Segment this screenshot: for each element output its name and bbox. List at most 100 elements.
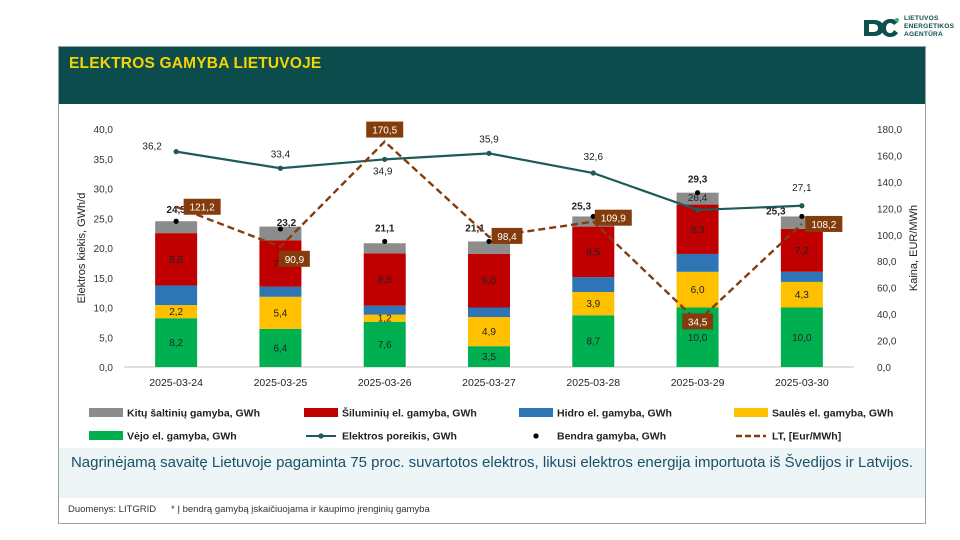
demand-value-label: 33,4 bbox=[271, 149, 291, 160]
price-label-box bbox=[183, 198, 221, 215]
bar-segment bbox=[676, 192, 719, 205]
total-value-label: 25,3 bbox=[766, 206, 786, 217]
chart-area: 0,0 5,0 10,0 15,0 20,0 25,0 30,0 35,0 40,0 0,0 20,… bbox=[59, 104, 925, 448]
price-label-box bbox=[805, 215, 843, 232]
bar-segment bbox=[676, 271, 719, 308]
legend-swatch bbox=[734, 408, 768, 417]
price-label-box bbox=[366, 121, 404, 138]
y2-tick-label: 100,0 bbox=[877, 231, 902, 242]
y2-tick-label: 20,0 bbox=[877, 337, 897, 348]
legend-swatch bbox=[304, 408, 338, 417]
price-value-label: 98,4 bbox=[497, 232, 517, 243]
total-point bbox=[173, 218, 179, 224]
demand-point bbox=[590, 170, 596, 176]
price-value-label: 34,5 bbox=[688, 317, 708, 328]
demand-point bbox=[173, 149, 179, 155]
legend-label: Bendra gamyba, GWh bbox=[557, 431, 666, 443]
legend-label: Hidro el. gamyba, GWh bbox=[557, 408, 672, 420]
bar-segment bbox=[363, 305, 406, 315]
total-value-label: 23,2 bbox=[277, 218, 297, 229]
x-tick-label: 2025-03-25 bbox=[254, 377, 308, 389]
bar-segment bbox=[155, 305, 198, 319]
bar-segment bbox=[572, 226, 615, 278]
demand-value-label: 35,9 bbox=[479, 134, 499, 145]
slide-frame bbox=[58, 46, 926, 524]
bar-segment bbox=[363, 314, 406, 322]
y-tick-label: 5,0 bbox=[99, 333, 113, 344]
bar-value-label: 10,0 bbox=[792, 333, 812, 344]
logo-line-1: LIETUVOS bbox=[904, 15, 939, 22]
x-tick-label: 2025-03-27 bbox=[462, 377, 516, 389]
legend-label: LT, [Eur/MWh] bbox=[772, 431, 841, 443]
total-value-label: 25,3 bbox=[572, 201, 592, 212]
bar-value-label: 4,9 bbox=[482, 327, 496, 338]
bar-value-label: 1,2 bbox=[378, 314, 392, 325]
total-value-label: 21,1 bbox=[465, 223, 485, 234]
x-tick-label: 2025-03-30 bbox=[775, 377, 829, 389]
bar-value-label: 7,2 bbox=[795, 246, 809, 257]
y-tick-label: 40,0 bbox=[94, 125, 114, 136]
y2-tick-label: 140,0 bbox=[877, 178, 902, 189]
demand-point bbox=[486, 150, 492, 156]
bar-value-label: 3,9 bbox=[586, 299, 600, 310]
legend-swatch-marker bbox=[318, 433, 324, 439]
demand-point bbox=[382, 156, 388, 162]
data-source: Duomenys: LITGRID bbox=[68, 504, 157, 515]
summary-text: Nagrinėjamą savaitę Lietuvoje pagaminta … bbox=[59, 448, 925, 498]
bar-segment bbox=[780, 281, 823, 308]
bar-segment bbox=[155, 221, 198, 234]
legend-swatch bbox=[89, 408, 123, 417]
total-value-label: 29,3 bbox=[688, 175, 708, 186]
legend-swatch bbox=[89, 431, 123, 440]
bar-segment bbox=[780, 307, 823, 367]
bar-value-label: 8,3 bbox=[691, 225, 705, 236]
agency-logo-icon bbox=[864, 18, 899, 37]
bar-value-label: 6,4 bbox=[273, 343, 287, 354]
legend-swatch bbox=[533, 433, 539, 439]
title-bar: ELEKTROS GAMYBA LIETUVOJE bbox=[59, 47, 925, 104]
bar-value-label: 3,5 bbox=[482, 352, 496, 363]
legend-label: Kitų šaltinių gamyba, GWh bbox=[127, 408, 260, 420]
bar-value-label: 8,8 bbox=[378, 275, 392, 286]
price-value-label: 108,2 bbox=[811, 220, 836, 231]
y-tick-label: 30,0 bbox=[94, 185, 114, 196]
logo-line-3: AGENTŪRA bbox=[904, 31, 943, 38]
bar-segment bbox=[259, 286, 302, 297]
bar-value-label: 7,6 bbox=[378, 340, 392, 351]
bar-value-label: 10,0 bbox=[688, 333, 708, 344]
bar-segment bbox=[572, 315, 615, 367]
page-title: ELEKTROS GAMYBA LIETUVOJE bbox=[69, 55, 322, 72]
production-chart: 0,0 5,0 10,0 15,0 20,0 25,0 30,0 35,0 40,0 0,0 20,… bbox=[76, 121, 920, 443]
price-label-box bbox=[491, 227, 523, 244]
x-tick-label: 2025-03-28 bbox=[566, 377, 620, 389]
agency-logo: LIETUVOS ENERGETIKOS AGENTŪRA bbox=[862, 14, 954, 42]
y-tick-label: 35,0 bbox=[94, 155, 114, 166]
bar-segment bbox=[780, 271, 823, 282]
bar-segment bbox=[676, 204, 719, 254]
bar-segment bbox=[572, 292, 615, 316]
y2-axis-label: Kaina, EUR/MWh bbox=[908, 205, 920, 291]
demand-point bbox=[799, 203, 805, 209]
y-tick-label: 25,0 bbox=[94, 214, 114, 225]
total-value-label: 24,5 bbox=[166, 205, 186, 216]
y2-tick-label: 60,0 bbox=[877, 284, 897, 295]
legend-label: Vėjo el. gamyba, GWh bbox=[127, 431, 237, 443]
x-tick-label: 2025-03-24 bbox=[149, 377, 203, 389]
demand-value-label: 26,4 bbox=[688, 193, 708, 204]
bar-segment bbox=[155, 285, 198, 306]
x-tick-label: 2025-03-26 bbox=[358, 377, 412, 389]
legend-label: Saulės el. gamyba, GWh bbox=[772, 408, 893, 420]
logo-line-2: ENERGETIKOS bbox=[904, 23, 955, 30]
bar-segment bbox=[259, 328, 302, 367]
y-tick-label: 20,0 bbox=[94, 244, 114, 255]
total-point bbox=[277, 226, 284, 232]
agency-logo-text: LIETUVOS ENERGETIKOS AGENTŪRA bbox=[904, 15, 954, 39]
bar-segment bbox=[468, 307, 510, 318]
bar-value-label: 6,0 bbox=[691, 285, 705, 296]
price-label-box bbox=[279, 250, 310, 267]
bar-segment bbox=[572, 277, 615, 293]
bar-value-label: 8,2 bbox=[169, 338, 183, 349]
y-tick-label: 10,0 bbox=[94, 304, 114, 315]
y-tick-label: 15,0 bbox=[94, 274, 114, 285]
bar-segment bbox=[363, 243, 406, 254]
